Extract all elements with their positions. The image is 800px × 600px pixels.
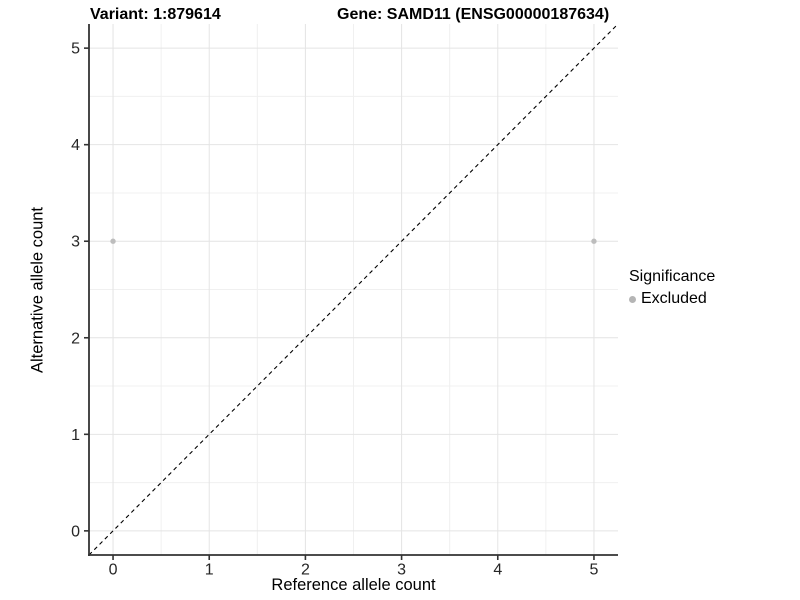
y-tick-label: 1 — [71, 427, 80, 444]
excluded-point-icon — [629, 295, 636, 303]
y-tick-label: 3 — [71, 234, 80, 251]
x-tick-label: 3 — [397, 562, 406, 579]
plot-title-gene: Gene: SAMD11 (ENSG00000187634) — [337, 6, 610, 23]
y-tick-label: 0 — [71, 523, 80, 540]
legend-title: Significance — [629, 268, 716, 285]
y-tick-label: 2 — [71, 330, 80, 347]
identity-dashed-line — [88, 23, 619, 556]
data-point — [591, 238, 597, 244]
x-tick-label: 5 — [590, 562, 599, 579]
x-tick-label: 4 — [493, 562, 502, 579]
y-tick-label: 4 — [71, 137, 80, 154]
plot-title-variant: Variant: 1:879614 — [90, 6, 221, 23]
x-tick-label: 0 — [109, 562, 118, 579]
x-tick-label: 1 — [205, 562, 214, 579]
x-axis-title: Reference allele count — [271, 576, 436, 594]
y-tick-label: 5 — [71, 41, 80, 58]
y-axis-title: Alternative allele count — [28, 206, 47, 374]
legend-item-label: Excluded — [641, 290, 707, 307]
data-point — [110, 238, 116, 244]
x-tick-label: 2 — [301, 562, 310, 579]
legend: Significance Excluded — [629, 268, 715, 308]
legend-item-excluded: Excluded — [629, 290, 715, 308]
